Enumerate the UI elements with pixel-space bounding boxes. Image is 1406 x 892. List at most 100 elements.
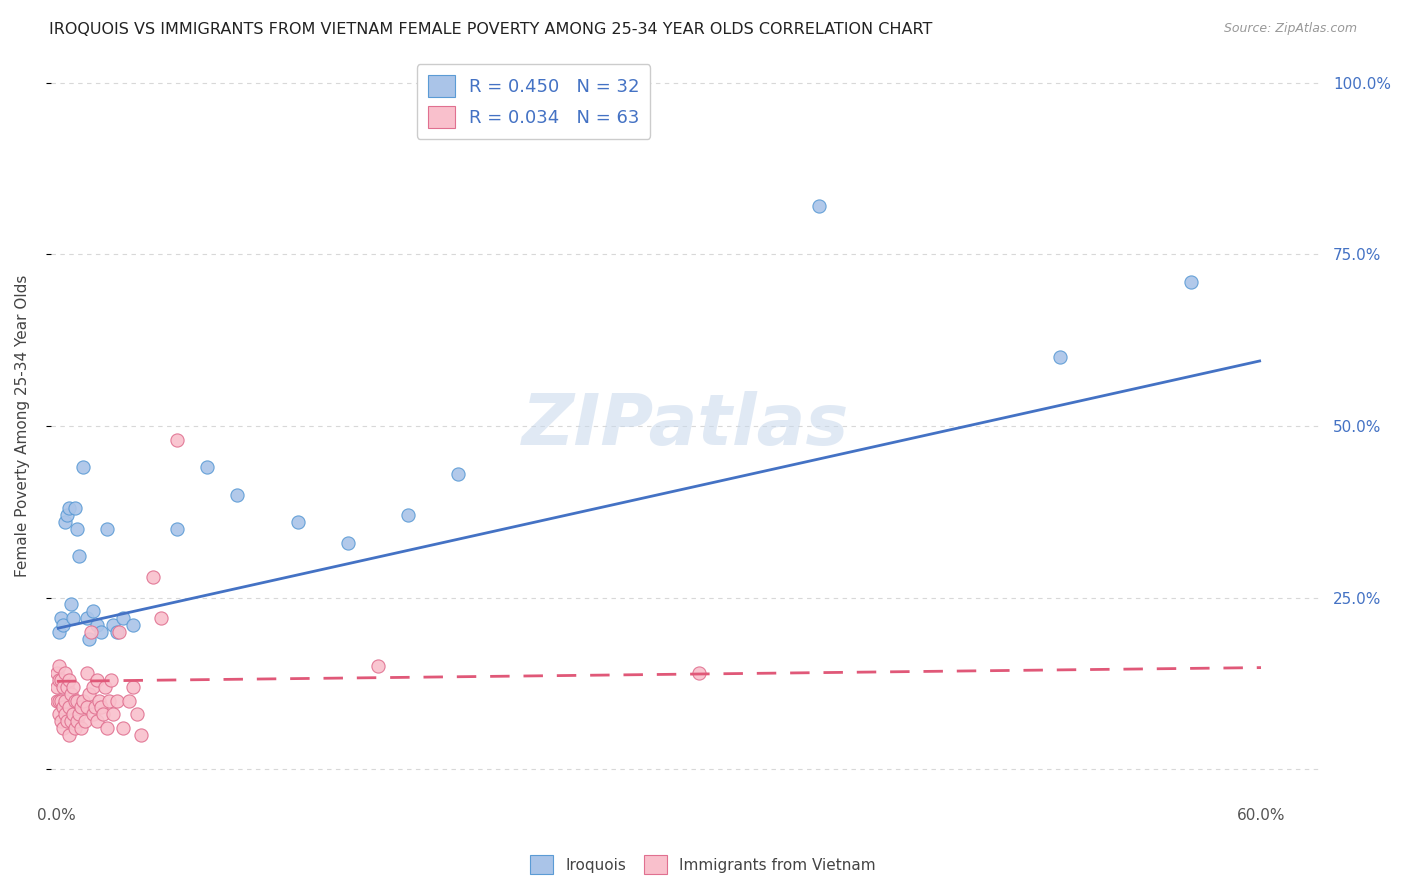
Point bbox=[62, 707, 84, 722]
Text: ZIPatlas: ZIPatlas bbox=[522, 392, 849, 460]
Point bbox=[53, 666, 76, 681]
Point bbox=[45, 666, 67, 681]
Point bbox=[367, 659, 389, 673]
Point bbox=[150, 611, 173, 625]
Point bbox=[287, 515, 309, 529]
Point bbox=[58, 700, 80, 714]
Point bbox=[447, 467, 470, 481]
Point bbox=[49, 611, 72, 625]
Point bbox=[336, 535, 359, 549]
Point bbox=[129, 728, 152, 742]
Point bbox=[73, 714, 96, 728]
Point bbox=[77, 687, 100, 701]
Point bbox=[72, 460, 94, 475]
Point bbox=[94, 680, 117, 694]
Point bbox=[105, 624, 128, 639]
Point bbox=[72, 693, 94, 707]
Point bbox=[49, 693, 72, 707]
Point bbox=[49, 714, 72, 728]
Point bbox=[77, 632, 100, 646]
Point bbox=[48, 673, 70, 687]
Point bbox=[1049, 351, 1071, 365]
Point bbox=[58, 728, 80, 742]
Point bbox=[86, 618, 108, 632]
Point bbox=[98, 693, 121, 707]
Point bbox=[53, 693, 76, 707]
Point bbox=[45, 680, 67, 694]
Point bbox=[59, 598, 82, 612]
Point bbox=[84, 700, 107, 714]
Point bbox=[396, 508, 419, 523]
Point bbox=[82, 707, 104, 722]
Point bbox=[52, 721, 75, 735]
Point bbox=[108, 624, 131, 639]
Point bbox=[127, 707, 149, 722]
Point bbox=[1180, 275, 1202, 289]
Legend: R = 0.450   N = 32, R = 0.034   N = 63: R = 0.450 N = 32, R = 0.034 N = 63 bbox=[416, 64, 651, 139]
Point bbox=[96, 522, 118, 536]
Point bbox=[80, 624, 103, 639]
Point bbox=[48, 693, 70, 707]
Point bbox=[101, 618, 124, 632]
Point bbox=[808, 199, 831, 213]
Legend: Iroquois, Immigrants from Vietnam: Iroquois, Immigrants from Vietnam bbox=[524, 849, 882, 880]
Point bbox=[91, 707, 114, 722]
Point bbox=[70, 700, 93, 714]
Point bbox=[82, 680, 104, 694]
Point bbox=[112, 721, 135, 735]
Point bbox=[82, 604, 104, 618]
Point bbox=[66, 693, 89, 707]
Point bbox=[58, 673, 80, 687]
Point bbox=[58, 501, 80, 516]
Point bbox=[122, 618, 145, 632]
Point bbox=[48, 624, 70, 639]
Point bbox=[53, 707, 76, 722]
Point bbox=[688, 666, 710, 681]
Point bbox=[166, 522, 188, 536]
Point bbox=[96, 721, 118, 735]
Point bbox=[62, 611, 84, 625]
Point bbox=[62, 680, 84, 694]
Point bbox=[52, 618, 75, 632]
Point bbox=[67, 707, 90, 722]
Point bbox=[53, 515, 76, 529]
Point bbox=[76, 611, 98, 625]
Y-axis label: Female Poverty Among 25-34 Year Olds: Female Poverty Among 25-34 Year Olds bbox=[15, 275, 30, 577]
Point bbox=[105, 693, 128, 707]
Point bbox=[49, 673, 72, 687]
Point bbox=[66, 522, 89, 536]
Point bbox=[112, 611, 135, 625]
Point bbox=[59, 714, 82, 728]
Point bbox=[48, 707, 70, 722]
Point bbox=[56, 680, 79, 694]
Point bbox=[52, 700, 75, 714]
Point bbox=[63, 721, 86, 735]
Point bbox=[195, 460, 218, 475]
Point bbox=[122, 680, 145, 694]
Point bbox=[101, 707, 124, 722]
Point bbox=[100, 673, 122, 687]
Point bbox=[63, 693, 86, 707]
Point bbox=[56, 714, 79, 728]
Point bbox=[63, 501, 86, 516]
Text: IROQUOIS VS IMMIGRANTS FROM VIETNAM FEMALE POVERTY AMONG 25-34 YEAR OLDS CORRELA: IROQUOIS VS IMMIGRANTS FROM VIETNAM FEMA… bbox=[49, 22, 932, 37]
Point bbox=[118, 693, 141, 707]
Point bbox=[66, 714, 89, 728]
Point bbox=[90, 624, 112, 639]
Text: Source: ZipAtlas.com: Source: ZipAtlas.com bbox=[1223, 22, 1357, 36]
Point bbox=[142, 570, 165, 584]
Point bbox=[76, 666, 98, 681]
Point bbox=[86, 673, 108, 687]
Point bbox=[87, 693, 110, 707]
Point bbox=[76, 700, 98, 714]
Point bbox=[90, 700, 112, 714]
Point bbox=[86, 714, 108, 728]
Point bbox=[59, 687, 82, 701]
Point bbox=[70, 721, 93, 735]
Point bbox=[67, 549, 90, 564]
Point bbox=[166, 433, 188, 447]
Point bbox=[45, 693, 67, 707]
Point bbox=[48, 659, 70, 673]
Point bbox=[56, 508, 79, 523]
Point bbox=[52, 680, 75, 694]
